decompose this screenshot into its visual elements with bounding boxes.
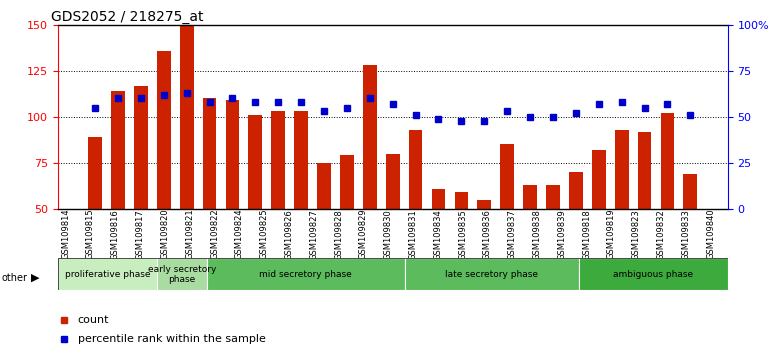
Text: proliferative phase: proliferative phase [65,270,150,279]
Text: mid secretory phase: mid secretory phase [259,270,352,279]
Bar [134,86,148,209]
Text: late secretory phase: late secretory phase [445,270,538,279]
Bar [523,185,537,209]
Bar [386,154,400,209]
Bar [477,200,491,209]
Text: ambiguous phase: ambiguous phase [613,270,693,279]
Text: early secretory
phase: early secretory phase [148,265,216,284]
Text: GSM109835: GSM109835 [458,209,467,259]
Bar [58,258,157,290]
Text: GSM109814: GSM109814 [61,209,70,259]
Bar [317,163,331,209]
Text: GSM109829: GSM109829 [359,209,368,259]
Text: GSM109830: GSM109830 [383,209,393,259]
Text: GSM109826: GSM109826 [284,209,293,259]
Bar [203,98,216,209]
Text: GSM109821: GSM109821 [186,209,194,259]
Bar [592,150,606,209]
Bar [454,192,468,209]
Text: GSM109836: GSM109836 [483,209,492,260]
Text: GSM109834: GSM109834 [434,209,442,259]
Bar [409,130,423,209]
Bar [405,258,579,290]
Text: GSM109815: GSM109815 [86,209,95,259]
Text: GSM109819: GSM109819 [607,209,616,259]
Bar [500,144,514,209]
Bar [638,132,651,209]
Text: GSM109840: GSM109840 [706,209,715,259]
Text: GSM109828: GSM109828 [334,209,343,259]
Bar [157,258,206,290]
Text: GSM109817: GSM109817 [136,209,145,259]
Bar [206,258,405,290]
Bar [111,91,125,209]
Bar [614,130,628,209]
Text: GSM109825: GSM109825 [259,209,269,259]
Text: GSM109837: GSM109837 [507,209,517,260]
Text: GSM109831: GSM109831 [409,209,417,259]
Bar [179,25,193,209]
Text: GSM109827: GSM109827 [310,209,318,259]
Bar [157,51,171,209]
Bar [340,155,353,209]
Text: GSM109824: GSM109824 [235,209,244,259]
Text: ▶: ▶ [31,273,39,283]
Bar [569,172,583,209]
Bar [249,115,263,209]
Bar [546,185,560,209]
Text: GSM109839: GSM109839 [557,209,567,259]
Bar [579,258,728,290]
Text: GSM109820: GSM109820 [160,209,169,259]
Bar [294,111,308,209]
Bar [271,111,285,209]
Text: percentile rank within the sample: percentile rank within the sample [78,333,266,344]
Text: GSM109838: GSM109838 [533,209,541,260]
Bar [432,189,445,209]
Text: GSM109816: GSM109816 [111,209,120,259]
Bar [363,65,377,209]
Text: count: count [78,315,109,325]
Text: other: other [2,273,28,283]
Text: GSM109818: GSM109818 [582,209,591,259]
Bar [226,100,239,209]
Text: GSM109833: GSM109833 [681,209,691,260]
Text: GSM109823: GSM109823 [632,209,641,259]
Text: GSM109822: GSM109822 [210,209,219,259]
Bar [684,174,697,209]
Bar [89,137,102,209]
Bar [661,113,675,209]
Text: GDS2052 / 218275_at: GDS2052 / 218275_at [51,10,203,24]
Text: GSM109832: GSM109832 [657,209,665,259]
